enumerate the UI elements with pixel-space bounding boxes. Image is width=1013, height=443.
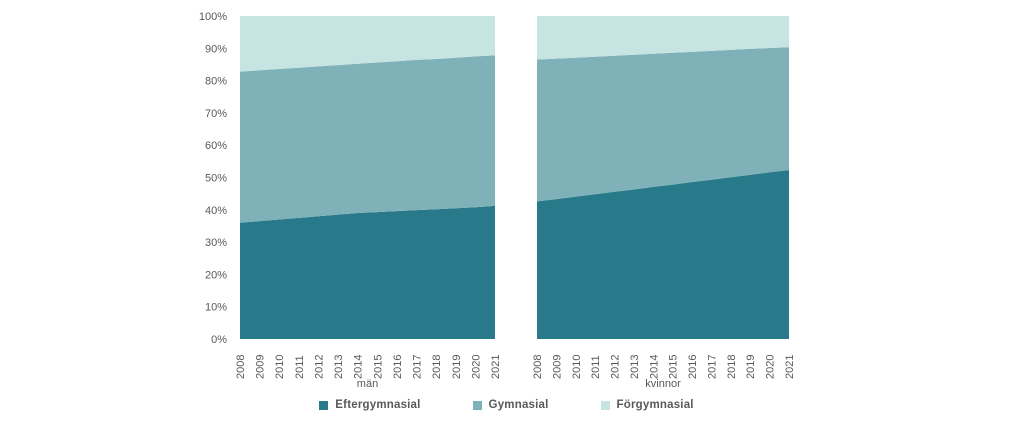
legend-swatch-eftergymnasial-icon: [319, 400, 329, 410]
x-axis-tick-label: 2019: [745, 355, 757, 379]
area-gymnasial-man: [240, 55, 495, 223]
x-axis-tick-label: 2009: [551, 355, 563, 379]
panel-label-kvinnor: kvinnor: [645, 378, 681, 390]
panel-label-man: män: [357, 378, 378, 390]
x-axis-labels-man: 2008 2009 2010 2011 2012 2013 2014 2015 2016 2017…: [235, 355, 502, 379]
x-axis-tick-label: 2011: [590, 355, 602, 379]
x-axis-tick-label: 2020: [470, 355, 482, 379]
legend-item-eftergymnasial: Eftergymnasial: [319, 399, 420, 411]
legend-label-eftergymnasial: Eftergymnasial: [335, 399, 421, 411]
x-axis-tick-label: 2016: [687, 355, 699, 379]
x-axis-tick-label: 2011: [294, 355, 306, 379]
y-axis-tick-label: 30%: [205, 237, 227, 249]
area-forgymnasial-man: [240, 16, 495, 72]
x-axis-tick-label: 2010: [571, 355, 583, 379]
y-axis-tick-label: 60%: [205, 140, 227, 152]
legend-label-gymnasial: Gymnasial: [488, 399, 549, 411]
y-axis-tick-label: 40%: [205, 205, 227, 217]
x-axis-labels-kvinnor: 2008 2009 2010 2011 2012 2013 2014 2015 2016 2017…: [532, 355, 796, 379]
y-axis-labels: 0% 10% 20% 30% 40% 50% 60% 70% 80% 90% 100%: [199, 11, 227, 346]
area-eftergymnasial-kvinnor: [537, 170, 789, 339]
x-axis-tick-label: 2017: [412, 355, 424, 379]
x-axis-tick-label: 2018: [431, 355, 443, 379]
x-axis-tick-label: 2021: [784, 355, 796, 379]
area-eftergymnasial-man: [240, 205, 495, 339]
x-axis-tick-label: 2012: [610, 355, 622, 379]
legend-swatch-gymnasial-icon: [472, 400, 482, 410]
x-axis-tick-label: 2015: [668, 355, 680, 379]
x-axis-tick-label: 2019: [451, 355, 463, 379]
y-axis-tick-label: 70%: [205, 108, 227, 120]
legend-item-forgymnasial: Förgymnasial: [600, 399, 694, 411]
x-axis-tick-label: 2008: [235, 355, 247, 379]
panel-kvinnor: [537, 16, 789, 339]
x-axis-tick-label: 2017: [707, 355, 719, 379]
x-axis-tick-label: 2014: [353, 355, 365, 379]
legend-item-gymnasial: Gymnasial: [472, 399, 549, 411]
y-axis-tick-label: 50%: [205, 173, 227, 185]
y-axis-tick-label: 10%: [205, 302, 227, 314]
legend-swatch-forgymnasial-icon: [600, 400, 610, 410]
x-axis-tick-label: 2008: [532, 355, 544, 379]
legend-label-forgymnasial: Förgymnasial: [616, 399, 694, 411]
area-forgymnasial-kvinnor: [537, 16, 789, 60]
x-axis-tick-label: 2015: [372, 355, 384, 379]
y-axis-tick-label: 20%: [205, 269, 227, 281]
x-axis-tick-label: 2018: [726, 355, 738, 379]
x-axis-tick-label: 2009: [255, 355, 267, 379]
y-axis-tick-label: 90%: [205, 43, 227, 55]
y-axis-tick-label: 0%: [211, 334, 227, 346]
x-axis-tick-label: 2013: [333, 355, 345, 379]
x-axis-tick-label: 2010: [274, 355, 286, 379]
chart-legend: Eftergymnasial Gymnasial Förgymnasial: [0, 399, 1013, 411]
area-gymnasial-kvinnor: [537, 47, 789, 202]
x-axis-tick-label: 2020: [765, 355, 777, 379]
x-axis-tick-label: 2021: [490, 355, 502, 379]
y-axis-tick-label: 100%: [199, 11, 227, 23]
y-axis-tick-label: 80%: [205, 76, 227, 88]
x-axis-tick-label: 2013: [629, 355, 641, 379]
panel-man: [240, 16, 495, 339]
x-axis-tick-label: 2016: [392, 355, 404, 379]
x-axis-tick-label: 2014: [648, 355, 660, 379]
x-axis-tick-label: 2012: [314, 355, 326, 379]
